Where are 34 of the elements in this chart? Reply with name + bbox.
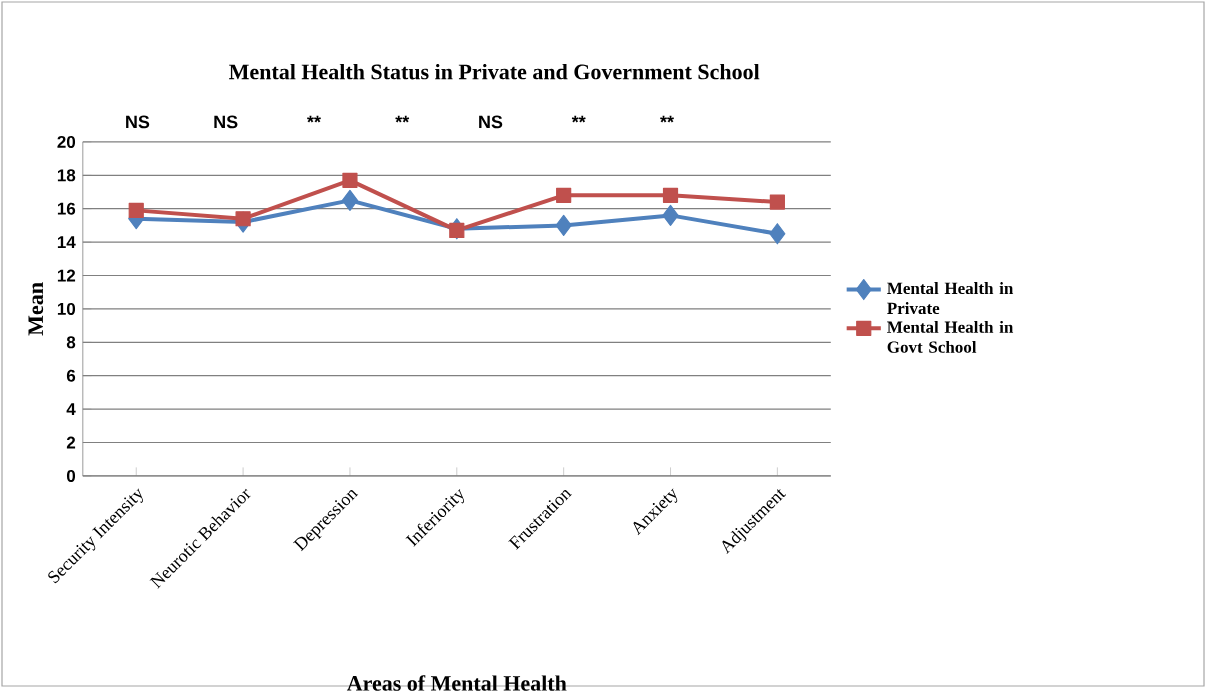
- point: [342, 172, 358, 189]
- point: [662, 205, 679, 227]
- y-tick-label: 8: [66, 336, 76, 349]
- y-tick-label: 2: [66, 436, 76, 449]
- point: [449, 223, 465, 239]
- text: **: [571, 115, 586, 123]
- text: NS: [126, 115, 150, 129]
- text: **: [307, 115, 321, 123]
- y-tick-label: 0: [66, 470, 76, 483]
- text: NS: [479, 115, 503, 129]
- point: [769, 223, 786, 245]
- point: [341, 190, 359, 212]
- chart-title: Mental Health Status in Private and Government School: [229, 64, 760, 80]
- text: **: [660, 115, 674, 123]
- point: [235, 211, 251, 227]
- y-tick-label: 18: [57, 169, 76, 182]
- y-tick-label: 10: [57, 303, 76, 316]
- y-tick-label: 20: [57, 136, 76, 149]
- point: [128, 203, 144, 219]
- legend-label: Mental Health in Govt School: [887, 321, 1014, 354]
- y-tick-label: 14: [57, 236, 76, 249]
- y-tick-label: 6: [66, 369, 76, 382]
- legend-label: Mental Health in Private: [887, 282, 1014, 315]
- y-tick-label: 12: [57, 269, 76, 282]
- text: **: [395, 115, 410, 123]
- point: [662, 188, 679, 204]
- y-axis-title: Mean: [28, 282, 44, 336]
- x-axis-title: Areas of Mental Health: [346, 675, 567, 692]
- point: [769, 194, 785, 210]
- y-tick-label: 16: [57, 202, 76, 215]
- y-tick-label: 4: [66, 403, 76, 416]
- text: NS: [214, 115, 238, 129]
- point: [556, 188, 572, 204]
- point: [555, 215, 572, 237]
